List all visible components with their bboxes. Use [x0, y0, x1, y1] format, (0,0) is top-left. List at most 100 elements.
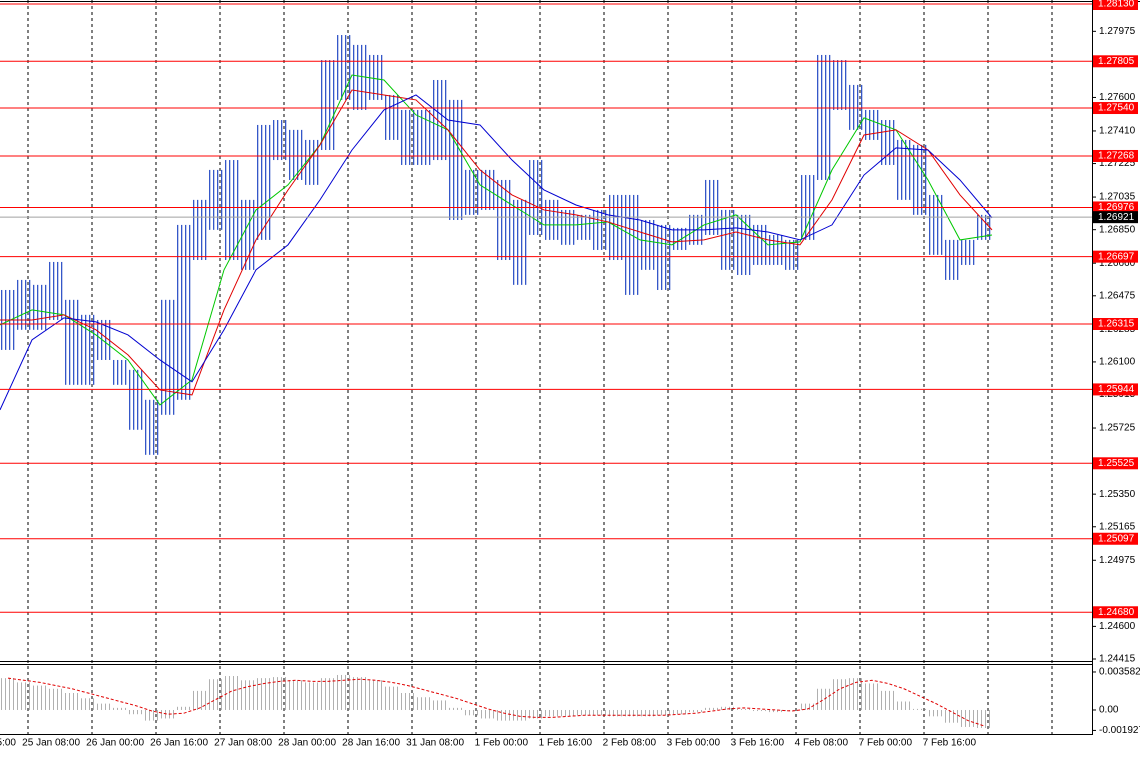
price-bar	[768, 234, 784, 265]
level-label: 1.25944	[1098, 384, 1135, 395]
price-bar	[32, 284, 48, 330]
price-bar	[576, 214, 592, 240]
price-bar	[416, 109, 432, 165]
price-bar	[256, 124, 272, 240]
x-tick-label: 4 Feb 08:00	[795, 738, 849, 749]
histogram-bar	[240, 680, 256, 710]
histogram-bar	[64, 693, 80, 710]
moving-average	[0, 74, 993, 406]
level-label: 1.27268	[1098, 151, 1135, 162]
current-price-label: 1.26921	[1098, 212, 1135, 223]
y-tick-label: 1.27225	[1099, 158, 1136, 169]
price-bar	[368, 54, 384, 100]
histogram-bar	[224, 676, 240, 710]
histogram-bar	[336, 674, 352, 710]
histogram-bar	[576, 709, 592, 716]
price-bar	[832, 60, 848, 110]
histogram-bar	[768, 709, 784, 713]
x-tick-label: 5:00	[0, 738, 16, 749]
price-bar	[848, 84, 864, 130]
histogram-bar	[96, 703, 112, 710]
price-bar	[880, 120, 896, 165]
histogram-bar	[656, 709, 672, 716]
x-tick-label: 3 Feb 00:00	[667, 738, 721, 749]
price-bar	[592, 209, 608, 250]
histogram-bar	[304, 682, 320, 710]
moving-average	[0, 94, 993, 411]
level-label-box	[1093, 606, 1138, 619]
histogram-bar	[624, 709, 640, 717]
x-tick-label: 7 Feb 16:00	[923, 738, 977, 749]
price-bar	[976, 214, 992, 240]
histogram-bar	[0, 678, 16, 710]
level-label-box	[1093, 383, 1138, 396]
y-tick-label: 0.003582	[1099, 667, 1140, 678]
price-bar	[720, 209, 736, 270]
histogram-bar	[848, 678, 864, 710]
y-tick-label: 1.27600	[1099, 92, 1136, 103]
level-label-box	[1093, 149, 1138, 162]
price-bar	[960, 239, 976, 265]
x-tick-label: 25 Jan 08:00	[22, 738, 80, 749]
histogram-bar	[80, 698, 96, 710]
level-label-box	[1093, 457, 1138, 470]
price-bar	[944, 239, 960, 280]
x-tick-label: 1 Feb 16:00	[539, 738, 593, 749]
y-tick-label: 1.25165	[1099, 521, 1136, 532]
histogram-bar	[368, 680, 384, 710]
histogram-bar	[816, 688, 832, 710]
histogram-bar	[592, 709, 608, 716]
x-tick-label: 7 Feb 00:00	[859, 738, 913, 749]
histogram-bar	[864, 683, 880, 710]
histogram-bar	[960, 709, 976, 727]
histogram-bar	[512, 709, 528, 721]
price-bar	[336, 35, 352, 100]
histogram-bar	[448, 707, 464, 710]
histogram-bar	[128, 709, 144, 715]
price-bar	[816, 54, 832, 180]
histogram-bar	[560, 709, 576, 717]
y-tick-label: 1.26100	[1099, 357, 1136, 368]
level-label: 1.26315	[1098, 319, 1135, 330]
price-bar	[320, 60, 336, 150]
histogram-bar	[480, 709, 496, 719]
histogram-bar	[144, 709, 160, 721]
price-bar	[400, 109, 416, 165]
histogram-bar	[400, 693, 416, 710]
histogram-bar	[320, 678, 336, 710]
histogram-bar	[464, 709, 480, 716]
histogram-bar	[48, 688, 64, 710]
price-bar	[640, 219, 656, 270]
level-label: 1.27805	[1098, 56, 1135, 67]
y-tick-label: 1.27410	[1099, 126, 1136, 137]
price-bar	[736, 214, 752, 275]
x-tick-label: 28 Jan 00:00	[278, 738, 336, 749]
y-tick-label: 1.24975	[1099, 555, 1136, 566]
y-tick-label: 1.25350	[1099, 489, 1136, 500]
price-bar	[752, 224, 768, 265]
price-bar	[464, 169, 480, 215]
histogram-bar	[720, 706, 736, 710]
price-bar	[672, 227, 688, 250]
level-label-box	[1093, 532, 1138, 545]
price-bar	[160, 299, 176, 415]
current-price-box	[1093, 211, 1138, 224]
level-label: 1.26697	[1098, 251, 1135, 262]
price-bar	[48, 261, 64, 320]
level-label-box	[1093, 0, 1138, 10]
histogram-bar	[416, 697, 432, 710]
level-label: 1.26976	[1098, 202, 1135, 213]
price-bar	[384, 94, 400, 140]
histogram-bar	[352, 677, 368, 710]
level-label: 1.25097	[1098, 533, 1135, 544]
signal-line	[7, 677, 985, 727]
histogram-bar	[784, 709, 800, 712]
price-bar	[272, 120, 288, 161]
histogram-bar	[272, 677, 288, 710]
price-bar	[16, 279, 32, 330]
histogram-bar	[432, 700, 448, 710]
histogram-bar	[496, 709, 512, 721]
x-tick-label: 2 Feb 08:00	[603, 738, 657, 749]
histogram-bar	[912, 708, 928, 710]
